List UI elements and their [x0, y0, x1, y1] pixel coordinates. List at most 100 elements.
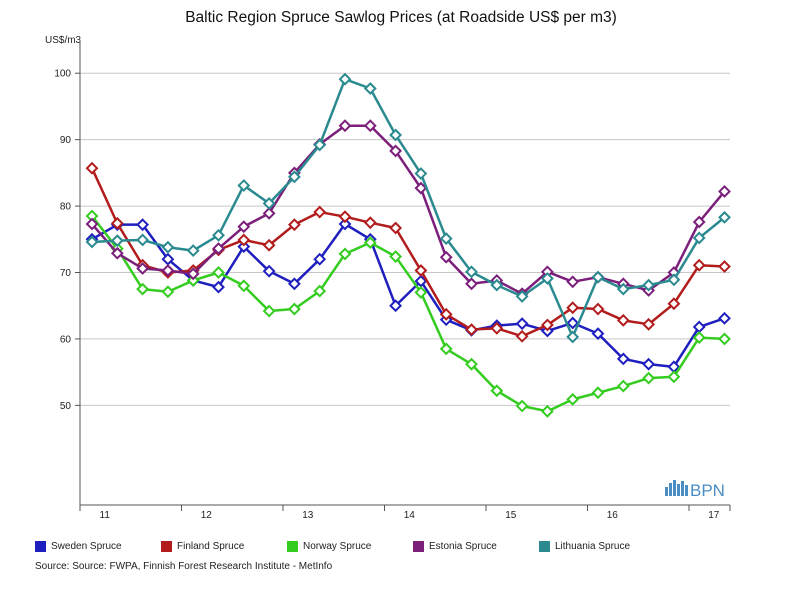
data-point[interactable]	[540, 318, 554, 332]
data-point[interactable]	[540, 404, 554, 418]
data-point[interactable]	[465, 277, 478, 291]
data-point[interactable]	[515, 329, 529, 343]
data-point[interactable]	[136, 218, 150, 232]
data-point[interactable]	[262, 264, 276, 278]
data-point[interactable]	[692, 215, 706, 229]
data-point[interactable]	[237, 233, 251, 247]
data-point[interactable]	[313, 138, 327, 152]
data-point[interactable]	[591, 270, 605, 284]
data-point[interactable]	[566, 330, 580, 344]
data-point[interactable]	[313, 205, 327, 219]
data-point[interactable]	[262, 304, 276, 318]
data-point[interactable]	[465, 265, 478, 279]
data-point[interactable]	[85, 217, 99, 231]
data-point[interactable]	[642, 317, 656, 331]
data-point[interactable]	[591, 302, 605, 316]
data-point[interactable]	[161, 285, 175, 299]
data-point[interactable]	[363, 82, 377, 95]
data-point[interactable]	[237, 220, 251, 234]
data-point[interactable]	[161, 240, 175, 254]
data-point[interactable]	[262, 197, 276, 210]
data-point[interactable]	[85, 161, 99, 175]
data-point[interactable]	[212, 242, 225, 255]
data-point[interactable]	[136, 282, 150, 296]
data-point[interactable]	[566, 301, 580, 315]
data-point[interactable]	[237, 240, 251, 254]
data-point[interactable]	[212, 280, 225, 294]
data-point[interactable]	[692, 231, 706, 245]
data-point[interactable]	[718, 210, 731, 224]
data-point[interactable]	[262, 206, 276, 220]
data-point[interactable]	[414, 181, 428, 195]
data-point[interactable]	[110, 234, 124, 248]
data-point[interactable]	[110, 246, 124, 260]
data-point[interactable]	[439, 250, 453, 264]
data-point[interactable]	[465, 323, 478, 337]
data-point[interactable]	[414, 167, 428, 180]
data-point[interactable]	[667, 297, 681, 311]
data-point[interactable]	[338, 72, 352, 86]
data-point[interactable]	[591, 386, 605, 400]
data-point[interactable]	[616, 379, 630, 393]
data-point[interactable]	[515, 317, 529, 331]
data-point[interactable]	[287, 302, 301, 316]
data-point[interactable]	[439, 307, 453, 321]
data-point[interactable]	[642, 371, 656, 385]
data-point[interactable]	[465, 357, 478, 371]
data-point[interactable]	[85, 235, 99, 249]
legend-item[interactable]: Finland Spruce	[161, 541, 244, 552]
data-point[interactable]	[616, 313, 630, 327]
data-point[interactable]	[262, 238, 276, 252]
data-point[interactable]	[566, 275, 580, 289]
data-point[interactable]	[338, 210, 352, 224]
data-point[interactable]	[237, 179, 251, 192]
legend-item[interactable]: Lithuania Spruce	[539, 541, 630, 552]
data-point[interactable]	[186, 267, 200, 281]
data-point[interactable]	[363, 216, 377, 230]
data-point[interactable]	[591, 327, 605, 341]
data-point[interactable]	[718, 311, 731, 325]
data-point[interactable]	[566, 316, 580, 330]
data-point[interactable]	[389, 221, 403, 235]
legend-item[interactable]: Sweden Spruce	[35, 541, 122, 552]
data-point[interactable]	[616, 282, 630, 296]
data-point[interactable]	[363, 119, 377, 133]
data-point[interactable]	[667, 370, 681, 384]
data-point[interactable]	[313, 284, 327, 298]
data-point[interactable]	[136, 262, 150, 275]
data-point[interactable]	[642, 278, 656, 292]
data-point[interactable]	[389, 299, 403, 313]
data-point[interactable]	[313, 252, 327, 266]
data-point[interactable]	[363, 236, 377, 250]
data-point[interactable]	[338, 119, 352, 133]
data-point[interactable]	[110, 216, 124, 230]
data-point[interactable]	[490, 278, 504, 292]
data-point[interactable]	[212, 266, 225, 279]
data-point[interactable]	[389, 144, 403, 158]
data-point[interactable]	[338, 247, 352, 261]
data-point[interactable]	[186, 274, 200, 287]
data-point[interactable]	[692, 331, 706, 345]
data-point[interactable]	[439, 232, 453, 246]
legend-item[interactable]: Norway Spruce	[287, 541, 371, 552]
data-point[interactable]	[287, 218, 301, 232]
data-point[interactable]	[287, 277, 301, 291]
data-point[interactable]	[642, 357, 656, 371]
data-point[interactable]	[718, 332, 731, 346]
data-point[interactable]	[389, 250, 403, 263]
data-point[interactable]	[136, 233, 150, 247]
data-point[interactable]	[515, 290, 529, 303]
data-point[interactable]	[515, 399, 529, 413]
data-point[interactable]	[718, 185, 731, 198]
data-point[interactable]	[212, 228, 225, 242]
data-point[interactable]	[414, 264, 428, 277]
data-point[interactable]	[540, 272, 554, 285]
data-point[interactable]	[692, 258, 706, 272]
data-point[interactable]	[186, 244, 200, 257]
legend-item[interactable]: Estonia Spruce	[413, 541, 497, 552]
data-point[interactable]	[414, 286, 428, 299]
data-point[interactable]	[566, 392, 580, 406]
data-point[interactable]	[439, 342, 453, 356]
data-point[interactable]	[338, 217, 352, 231]
data-point[interactable]	[161, 264, 175, 277]
